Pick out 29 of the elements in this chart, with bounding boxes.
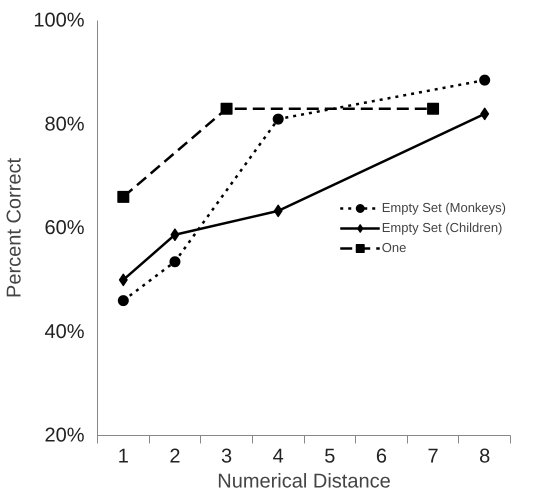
- point: [274, 204, 283, 218]
- legend-label: Empty Set (Monkeys): [382, 200, 506, 215]
- y-tick-label: 80%: [44, 113, 85, 136]
- legend-label: Empty Set (Children): [382, 220, 502, 235]
- point: [272, 114, 284, 125]
- point: [170, 228, 180, 242]
- x-tick-label: 7: [428, 446, 439, 468]
- y-tick-label: 100%: [33, 10, 85, 32]
- x-tick-label: 5: [324, 446, 336, 468]
- point: [479, 74, 490, 86]
- x-tick-label: 1: [118, 446, 129, 468]
- y-tick-label: 40%: [44, 320, 85, 343]
- point: [480, 107, 490, 120]
- x-axis-title: Numerical Distance: [217, 470, 391, 492]
- point: [118, 295, 129, 306]
- x-tick-label: 6: [376, 446, 387, 468]
- y-axis-title: Percent Correct: [3, 158, 26, 298]
- x-tick-label: 4: [272, 446, 284, 468]
- legend-label: One: [382, 240, 406, 255]
- point: [220, 102, 233, 115]
- point: [169, 256, 180, 268]
- y-tick-label: 20%: [44, 424, 85, 446]
- x-tick-label: 8: [479, 446, 490, 468]
- point: [117, 190, 130, 203]
- y-tick-label: 60%: [44, 217, 85, 239]
- x-tick-label: 2: [169, 446, 180, 468]
- point: [427, 102, 440, 115]
- point: [118, 273, 128, 286]
- x-tick-label: 3: [221, 446, 232, 468]
